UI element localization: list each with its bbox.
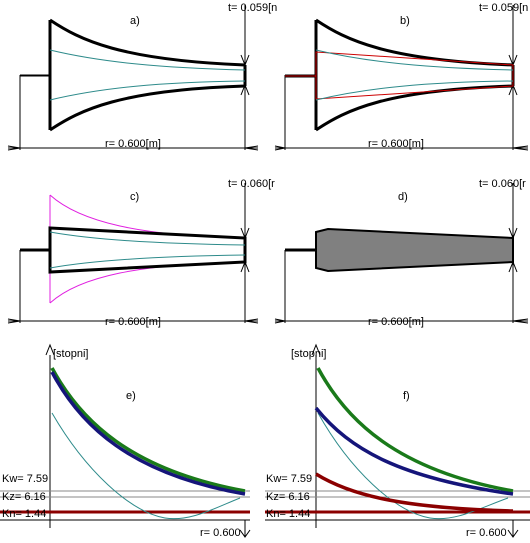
panel-d-tick-left [274,318,286,324]
plot-e-green-curve [50,367,246,493]
plot-f-kw-label: Kw= 7.59 [266,473,312,485]
panel-c-outline [48,226,247,274]
plot-f-kn-label: Kn= 1.44 [266,508,310,520]
plot-f-right-marker [507,520,519,538]
panel-c: c) t= 0.060[r r= 0.600[m] [7,178,275,328]
plot-e-teal-curve [51,412,241,520]
panel-b-r-value: r= 0.600[m] [368,138,424,150]
panel-a-frame [8,5,258,150]
plot-f-blue-curve [314,406,514,496]
plot-e-label: e) [126,390,136,402]
panel-d-label: d) [398,191,408,203]
plot-f-label: f) [403,390,410,402]
plot-f-kz-label: Kz= 6.16 [266,491,310,503]
panel-d-filled-disc [315,227,514,273]
panel-c-r-value: r= 0.600[m] [105,316,161,328]
panel-c-tick-left [7,318,21,324]
panel-d-t-value: t= 0.060[r [479,178,526,190]
panel-d-tick-right [512,318,529,324]
panel-a-tick-left [7,145,21,151]
panel-a: a) t= 0.059[n r= 0.600[m] [7,2,277,151]
plot-f-y-arrow [311,343,321,356]
plot-e-y-label: [stopni] [53,348,88,360]
panel-b-t-value: t= 0.059[n [479,2,528,14]
plot-f: [stopni] f) Kw= 7.59 Kz= 6.16 Kn= 1.44 r… [265,343,530,539]
panel-a-label: a) [130,15,140,27]
panel-a-teal-curves [49,49,246,101]
panel-b-tick-left [274,145,286,151]
plot-e-kz-label: Kz= 6.16 [2,491,46,503]
panel-a-outline [48,18,247,132]
panel-a-tick-right [244,145,259,151]
plot-f-green-curve [316,367,514,493]
panel-d: d) t= 0.060[r r= 0.600[m] [274,178,529,328]
panel-b-teal-curves [315,49,514,101]
plot-e-blue-curve [50,371,246,496]
panel-b-outline [314,18,515,132]
panel-b-tick-right [512,145,529,151]
panel-c-frame [8,183,258,323]
plot-f-red-curve [315,472,514,513]
panel-c-teal-curves [49,231,246,269]
panel-b: b) t= 0.059[n r= 0.600[m] [274,2,529,151]
plot-e-kn-label: Kn= 1.44 [2,508,46,520]
panel-b-red-profile [285,51,514,100]
panel-c-magenta-curves [49,194,246,304]
panel-a-t-value: t= 0.059[n [228,2,277,14]
panel-c-t-value: t= 0.060[r [228,178,275,190]
panel-c-tick-right [244,318,259,324]
panel-d-r-value: r= 0.600[m] [368,316,424,328]
plot-e-y-arrow [45,343,55,356]
plot-e-right-marker [239,520,251,538]
panel-b-label: b) [400,15,410,27]
plot-e-kw-label: Kw= 7.59 [2,473,48,485]
panel-c-label: c) [130,191,139,203]
plot-e: [stopni] e) Kw= 7.59 Kz= 6.16 Kn= 1.44 r… [0,343,251,539]
panel-a-r-value: r= 0.600[m] [105,138,161,150]
plot-f-r-value: r= 0.600 [466,527,507,539]
plot-e-r-value: r= 0.600 [200,527,241,539]
plot-f-y-label: [stopni] [291,348,326,360]
